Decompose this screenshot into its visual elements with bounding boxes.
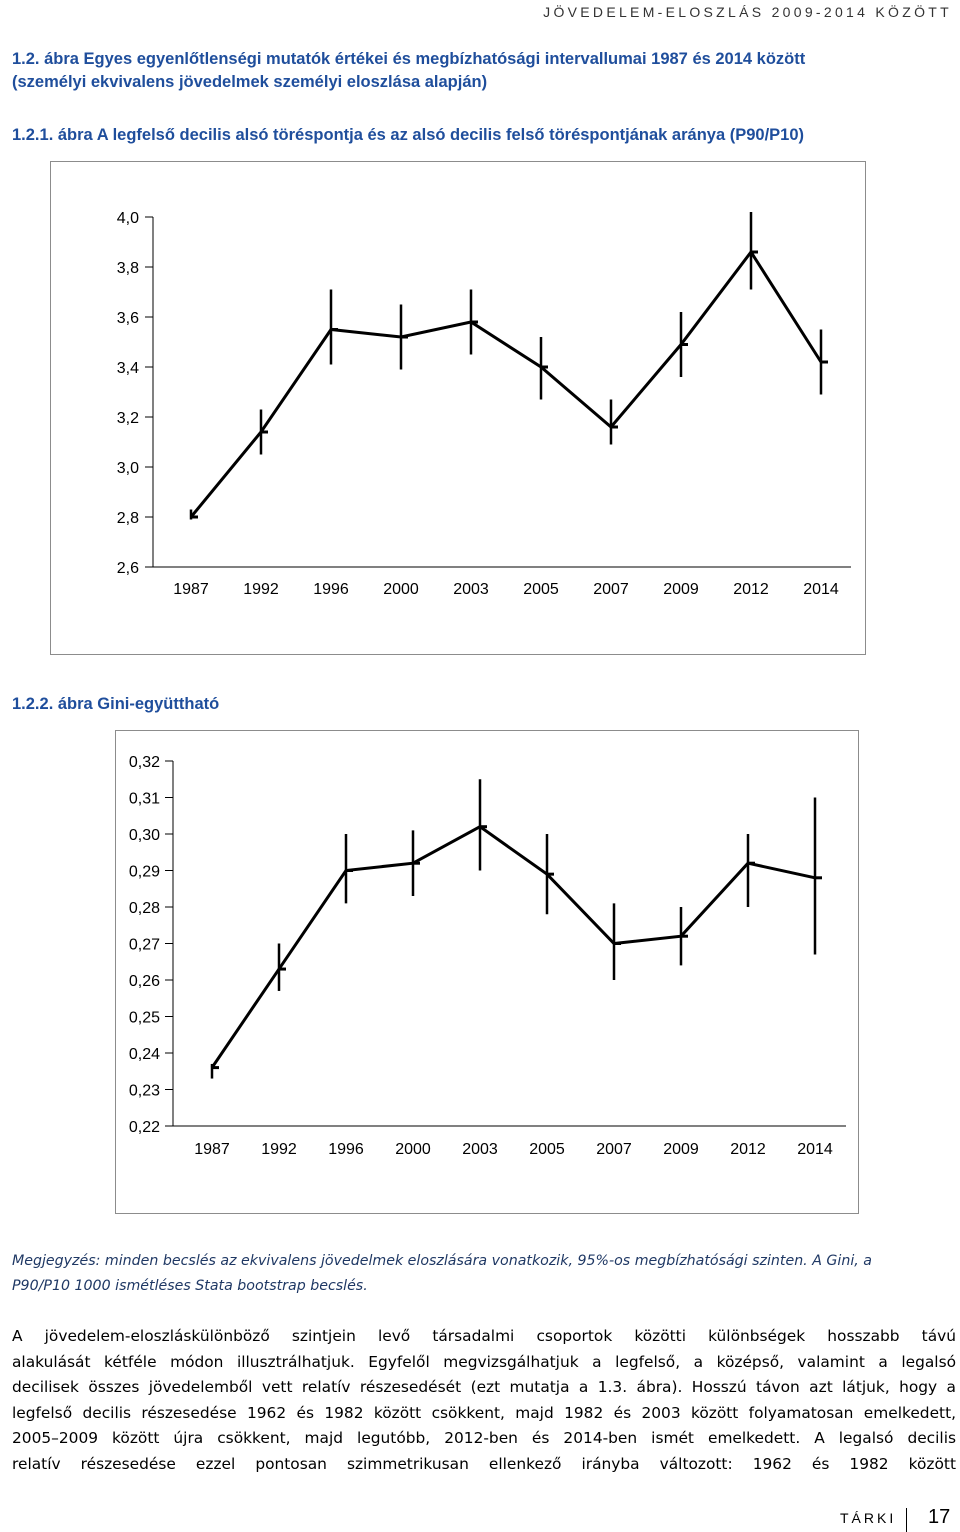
chart2-ytick-label: 0,29 xyxy=(129,864,160,881)
chart2-xtick-label: 1987 xyxy=(194,1141,230,1158)
chart2-xtick-label: 1992 xyxy=(261,1141,297,1158)
page-number: 17 xyxy=(928,1506,951,1528)
body-paragraph: A jövedelem-eloszláskülönböző szintjein … xyxy=(12,1324,956,1478)
body-line-3: decilisek összes jövedelemből vett relat… xyxy=(12,1378,956,1397)
note-line-1: Megjegyzés: minden becslés az ekvivalens… xyxy=(12,1253,872,1269)
chart1-ytick-label: 3,6 xyxy=(117,310,139,327)
chart2-svg: 0,32 0,31 0,30 0,29 0,28 0,27 0,26 0,25 0,24 0,23… xyxy=(129,754,846,1158)
chart2-xtick-label: 2005 xyxy=(529,1141,565,1158)
chart2-xtick-label: 2009 xyxy=(663,1141,699,1158)
chart2-panel: 0,32 0,31 0,30 0,29 0,28 0,27 0,26 0,25 0,24 0,23… xyxy=(115,730,859,1214)
chart1-title: 1.2.1. ábra A legfelső decilis alsó töré… xyxy=(12,126,805,144)
chart1-panel: 4,0 3,8 3,6 3,4 3,2 3,0 2,8 2,6 1987 1992 1996 2000… xyxy=(50,161,866,655)
chart1-ytick-label: 3,0 xyxy=(117,460,139,477)
chart1-ytick-label: 3,4 xyxy=(117,360,139,377)
chart1-xtick-label: 2003 xyxy=(453,581,489,598)
chart2-xtick-label: 2003 xyxy=(462,1141,498,1158)
body-line-6: relatív részesedése ezzel pontosan szimm… xyxy=(12,1454,956,1473)
chart1-xtick-label: 1996 xyxy=(313,581,349,598)
chart1-xtick-label: 1987 xyxy=(173,581,209,598)
chart2-ytick-label: 0,25 xyxy=(129,1010,160,1027)
chart1-ytick-label: 2,8 xyxy=(117,510,139,527)
section-title-line-2: (személyi ekvivalens jövedelmek személyi… xyxy=(12,73,488,91)
section-title-line-1: 1.2. ábra Egyes egyenlőtlenségi mutatók … xyxy=(12,50,806,68)
chart1-ytick-label: 3,2 xyxy=(117,410,139,427)
chart2-ytick-label: 0,28 xyxy=(129,900,160,917)
chart2-ytick-label: 0,24 xyxy=(129,1046,160,1063)
chart1-xtick-label: 2005 xyxy=(523,581,559,598)
chart2-ytick-label: 0,26 xyxy=(129,973,160,990)
chart1-xtick-label: 2000 xyxy=(383,581,419,598)
body-line-1: A jövedelem-eloszláskülönböző szintjein … xyxy=(12,1327,956,1345)
chart1-series-line xyxy=(189,249,823,518)
chart2-ytick-label: 0,22 xyxy=(129,1119,160,1136)
body-line-2: alakulását kétféle módon illusztrálhatju… xyxy=(12,1352,956,1371)
chart2-ytick-label: 0,23 xyxy=(129,1083,160,1100)
chart2-ytick-label: 0,30 xyxy=(129,827,160,844)
chart2-xtick-label: 2007 xyxy=(596,1141,632,1158)
footer-org: TÁRKI xyxy=(840,1510,897,1526)
chart1-xtick-label: 1992 xyxy=(243,581,279,598)
running-header: JÖVEDELEM-ELOSZLÁS 2009-2014 KÖZÖTT xyxy=(543,4,952,20)
footer-divider xyxy=(906,1508,907,1532)
body-line-4: legfelső decilis részesedése 1962 és 198… xyxy=(12,1403,956,1422)
chart2-xtick-label: 2012 xyxy=(730,1141,766,1158)
chart2-ytick-label: 0,31 xyxy=(129,791,160,808)
chart2-xtick-label: 2014 xyxy=(797,1141,833,1158)
chart2-title: 1.2.2. ábra Gini-együttható xyxy=(12,695,220,713)
chart1-ytick-label: 4,0 xyxy=(117,210,139,227)
chart2-xtick-label: 1996 xyxy=(328,1141,364,1158)
chart2-series-line xyxy=(210,824,816,1069)
chart1-xtick-label: 2009 xyxy=(663,581,699,598)
body-line-5: 2005–2009 között újra csökkent, majd leg… xyxy=(12,1429,956,1448)
note-line-2: P90/P10 1000 ismétléses Stata bootstrap … xyxy=(12,1278,368,1294)
chart1-svg: 4,0 3,8 3,6 3,4 3,2 3,0 2,8 2,6 1987 1992 1996 2000… xyxy=(117,210,851,598)
chart1-xtick-label: 2014 xyxy=(803,581,839,598)
chart1-ytick-label: 2,6 xyxy=(117,560,139,577)
chart-note: Megjegyzés: minden becslés az ekvivalens… xyxy=(12,1249,926,1299)
chart2-xtick-label: 2000 xyxy=(395,1141,431,1158)
section-title: 1.2. ábra Egyes egyenlőtlenségi mutatók … xyxy=(12,48,805,94)
chart2-ytick-label: 0,32 xyxy=(129,754,160,771)
chart1-xtick-label: 2007 xyxy=(593,581,629,598)
chart2-ytick-label: 0,27 xyxy=(129,937,160,954)
chart1-xtick-label: 2012 xyxy=(733,581,769,598)
chart1-ytick-label: 3,8 xyxy=(117,260,139,277)
